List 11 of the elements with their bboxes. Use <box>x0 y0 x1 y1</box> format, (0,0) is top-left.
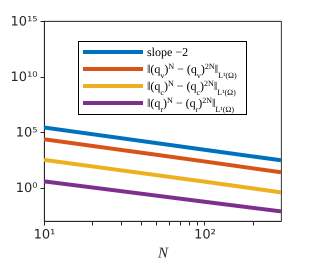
y-tick-label: 10¹⁵ <box>10 14 38 30</box>
y-tick-label: 10⁰ <box>16 181 38 196</box>
y-tick-label: 10⁵ <box>16 126 38 141</box>
x-axis-title: N <box>156 246 169 262</box>
legend-label: slope −2 <box>146 45 188 59</box>
x-tick-label: 10¹ <box>34 228 56 242</box>
text: ‖(q$_{c}$)$^{N}$ − (q$_{c}$)$^{2N}$‖$_{L¹(Ω)}$ <box>146 78 236 96</box>
text: ‖(q$_{v}$)$^{N}$ − (q$_{v}$)$^{2N}$‖$_{L¹(Ω)}$ <box>146 62 236 80</box>
y-tick-label: 10¹⁰ <box>10 70 38 86</box>
text: ‖(q$_{r}$)$^{N}$ − (q$_{r}$)$^{2N}$‖$_{L¹(Ω)}$ <box>146 96 234 114</box>
x-tick-label: 10² <box>194 228 216 242</box>
